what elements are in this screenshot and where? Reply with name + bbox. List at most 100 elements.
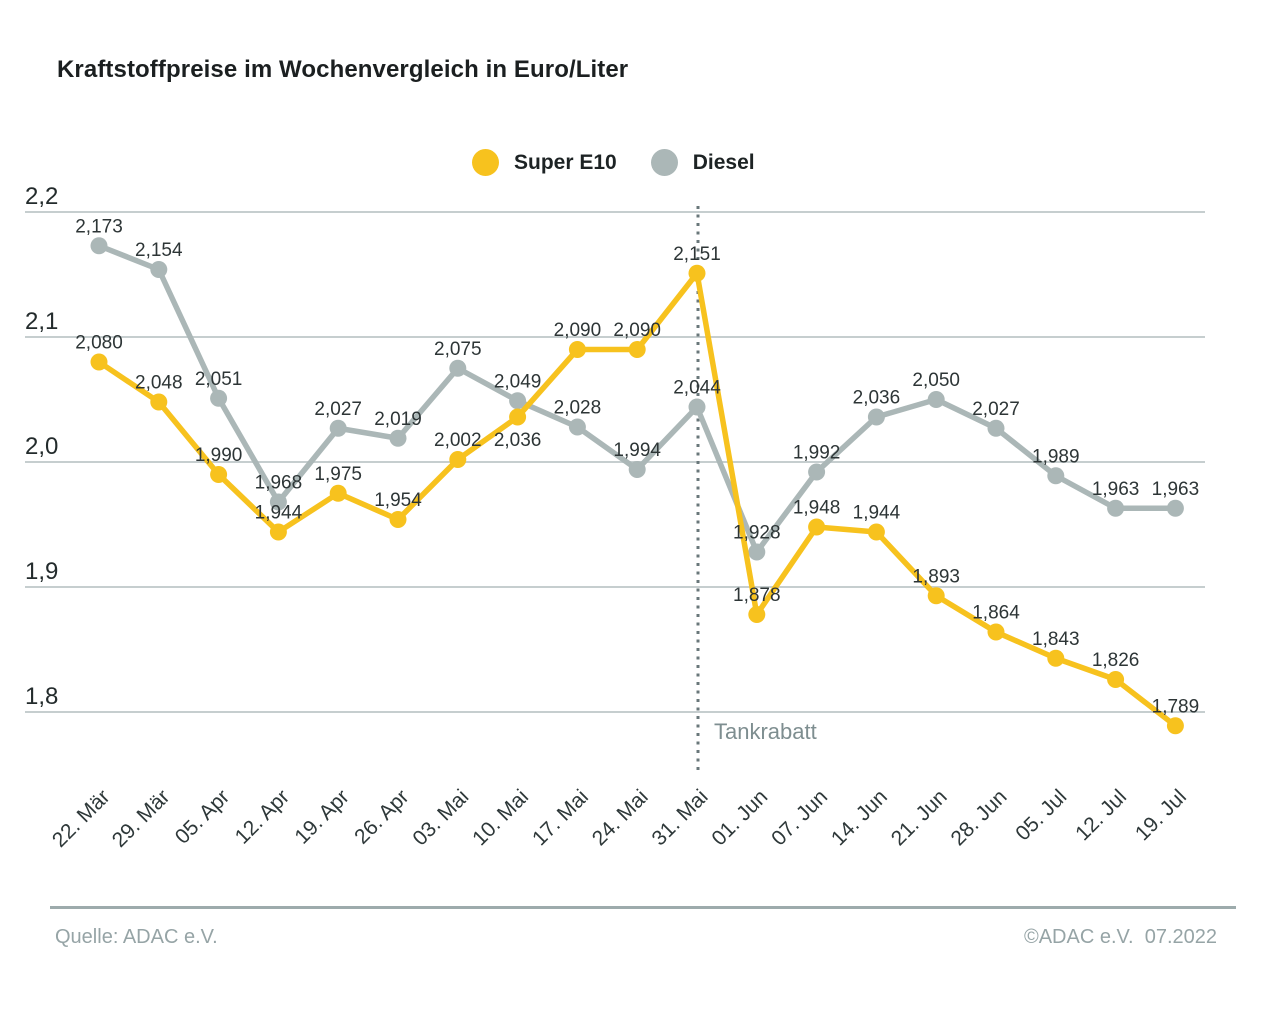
value-label: 1,963 <box>1152 479 1200 500</box>
value-label: 1,992 <box>793 443 841 464</box>
value-label: 2,019 <box>374 409 422 430</box>
diesel-swatch-icon <box>650 149 678 176</box>
source-note: Quelle: ADAC e.V. <box>55 926 218 948</box>
value-label: 2,049 <box>494 371 542 392</box>
value-label: 2,090 <box>613 320 661 341</box>
data-point <box>269 493 287 511</box>
x-tick-label: 17. Mai <box>528 785 593 850</box>
data-point <box>987 419 1005 437</box>
value-label: 2,036 <box>494 430 542 451</box>
data-point <box>568 341 586 358</box>
value-label: 1,878 <box>733 585 781 606</box>
data-point <box>509 392 527 410</box>
diesel-series <box>90 237 1184 561</box>
x-tick-label: 12. Jul <box>1071 785 1131 845</box>
legend-label-diesel: Diesel <box>692 150 755 174</box>
value-label: 1,975 <box>314 464 362 485</box>
data-point <box>150 261 168 278</box>
data-point <box>509 408 527 426</box>
x-tick-label: 22. Mär <box>48 785 115 852</box>
data-point <box>1166 717 1184 735</box>
value-label: 1,826 <box>1092 650 1140 671</box>
value-label: 2,027 <box>972 399 1020 420</box>
data-point <box>1107 671 1125 688</box>
data-point <box>389 429 407 447</box>
data-point <box>329 484 347 502</box>
value-labels: 2,173 2,154 2,051 1,968 2,027 2,019 2,075 2,049… <box>75 216 1199 543</box>
y-axis-labels: 2,2 2,1 2,0 1,9 1,8 <box>25 183 58 710</box>
data-point <box>1107 499 1125 517</box>
super-e10-series <box>90 264 1184 735</box>
data-point <box>688 264 706 282</box>
legend-item-super-e10: Super E10 <box>472 149 617 176</box>
value-label: 2,050 <box>912 370 960 391</box>
legend-label-super-e10: Super E10 <box>514 150 617 174</box>
value-label: 2,027 <box>314 399 362 420</box>
data-point <box>210 389 228 407</box>
gridlines <box>25 211 1205 713</box>
data-point <box>927 587 945 605</box>
data-point <box>688 398 706 416</box>
data-point <box>808 463 826 481</box>
data-point <box>449 451 467 468</box>
value-label: 2,028 <box>554 398 602 419</box>
data-point <box>748 606 766 623</box>
data-point <box>389 511 407 528</box>
value-label: 1,968 <box>255 473 303 494</box>
value-label: 2,080 <box>75 333 123 354</box>
data-point <box>628 461 646 478</box>
x-tick-label: 19. Apr <box>290 785 353 848</box>
data-point <box>927 391 945 408</box>
x-tick-label: 14. Jun <box>827 785 892 850</box>
x-tick-label: 01. Jun <box>707 785 772 850</box>
x-tick-label: 07. Jun <box>767 785 832 850</box>
data-point <box>568 418 586 436</box>
x-tick-label: 03. Mai <box>408 785 473 850</box>
value-label: 1,948 <box>793 498 841 519</box>
value-label: 1,944 <box>255 503 303 524</box>
data-point <box>867 523 885 541</box>
x-tick-label: 05. Apr <box>171 785 234 848</box>
tankrabatt-annotation: Tankrabatt <box>696 206 817 772</box>
x-tick-label: 31. Mai <box>648 785 713 850</box>
footer-divider <box>50 906 1236 909</box>
data-point <box>329 419 347 437</box>
data-point <box>867 408 885 426</box>
value-label: 2,044 <box>673 378 721 399</box>
data-point <box>987 623 1005 641</box>
tankrabatt-label: Tankrabatt <box>714 719 817 744</box>
x-tick-label: 29. Mär <box>108 785 175 852</box>
legend-item-diesel: Diesel <box>650 149 755 176</box>
value-label: 1,944 <box>853 503 901 524</box>
data-point <box>269 523 287 541</box>
value-label: 1,893 <box>912 566 960 587</box>
data-point <box>1166 499 1184 517</box>
value-label: 2,036 <box>853 388 901 409</box>
value-label: 1,994 <box>613 440 661 461</box>
x-tick-label: 05. Jul <box>1011 785 1071 845</box>
data-point <box>1047 649 1065 667</box>
data-point <box>150 393 168 411</box>
data-point <box>90 353 108 371</box>
value-label: 1,990 <box>195 445 243 466</box>
page-title: Kraftstoffpreise im Wochenvergleich in E… <box>57 56 629 83</box>
value-label: 1,864 <box>972 603 1020 624</box>
value-label: 2,090 <box>554 320 602 341</box>
value-label: 2,154 <box>135 240 183 261</box>
value-label: 2,048 <box>135 373 183 394</box>
value-label: 2,151 <box>673 244 721 265</box>
chart-legend: Super E10 Diesel <box>472 149 775 176</box>
copyright-note: ©ADAC e.V. 07.2022 <box>1023 926 1217 948</box>
super-e10-swatch-icon <box>472 149 499 176</box>
x-tick-label: 12. Apr <box>231 785 294 848</box>
value-label: 1,954 <box>374 490 422 511</box>
value-label: 1,928 <box>733 523 781 544</box>
x-tick-label: 26. Apr <box>350 785 413 848</box>
x-tick-label: 28. Jun <box>947 785 1012 850</box>
x-tick-label: 10. Mai <box>468 785 533 850</box>
value-label: 1,963 <box>1092 479 1140 500</box>
value-label: 2,173 <box>75 216 123 237</box>
y-tick-label: 1,9 <box>25 558 58 585</box>
